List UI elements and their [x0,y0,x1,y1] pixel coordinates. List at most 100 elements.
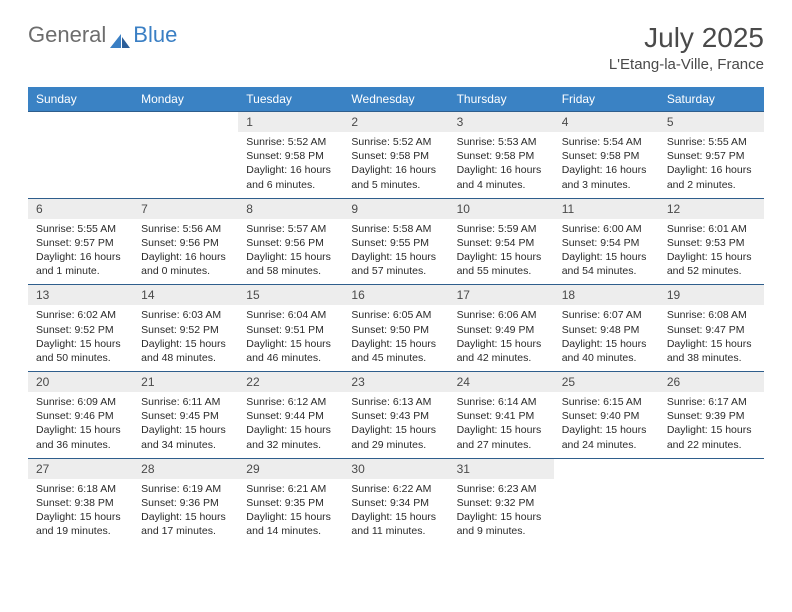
daylight-text: Daylight: 16 hours and 6 minutes. [246,163,335,191]
day-number-cell: 30 [343,458,448,479]
day-number-cell: 1 [238,112,343,133]
daylight-text: Daylight: 16 hours and 0 minutes. [141,250,230,278]
title-block: July 2025 L'Etang-la-Ville, France [609,22,764,73]
day-number-row: 13141516171819 [28,285,764,306]
day-content-cell: Sunrise: 6:14 AMSunset: 9:41 PMDaylight:… [449,392,554,458]
sunset-text: Sunset: 9:35 PM [246,496,335,510]
sunrise-text: Sunrise: 6:19 AM [141,482,230,496]
day-content-row: Sunrise: 6:02 AMSunset: 9:52 PMDaylight:… [28,305,764,371]
day-number-cell: 6 [28,198,133,219]
daylight-text: Daylight: 16 hours and 1 minute. [36,250,125,278]
sunset-text: Sunset: 9:52 PM [36,323,125,337]
weekday-header: Monday [133,87,238,112]
daylight-text: Daylight: 15 hours and 58 minutes. [246,250,335,278]
weekday-header: Wednesday [343,87,448,112]
sunrise-text: Sunrise: 5:54 AM [562,135,651,149]
daylight-text: Daylight: 16 hours and 3 minutes. [562,163,651,191]
day-number-cell: 5 [659,112,764,133]
sunrise-text: Sunrise: 5:52 AM [351,135,440,149]
day-number-row: 20212223242526 [28,372,764,393]
day-content-row: Sunrise: 5:55 AMSunset: 9:57 PMDaylight:… [28,219,764,285]
daylight-text: Daylight: 15 hours and 17 minutes. [141,510,230,538]
day-number-cell: 28 [133,458,238,479]
sunrise-text: Sunrise: 6:17 AM [667,395,756,409]
day-content-cell: Sunrise: 6:15 AMSunset: 9:40 PMDaylight:… [554,392,659,458]
logo: General Blue [28,22,177,48]
sunrise-text: Sunrise: 6:11 AM [141,395,230,409]
day-number-cell: 27 [28,458,133,479]
day-content-cell: Sunrise: 5:59 AMSunset: 9:54 PMDaylight:… [449,219,554,285]
day-number-cell [554,458,659,479]
day-number-cell: 29 [238,458,343,479]
day-content-cell: Sunrise: 6:05 AMSunset: 9:50 PMDaylight:… [343,305,448,371]
day-content-cell: Sunrise: 5:56 AMSunset: 9:56 PMDaylight:… [133,219,238,285]
sunset-text: Sunset: 9:53 PM [667,236,756,250]
sunrise-text: Sunrise: 6:05 AM [351,308,440,322]
day-content-cell: Sunrise: 6:21 AMSunset: 9:35 PMDaylight:… [238,479,343,545]
sunrise-text: Sunrise: 6:02 AM [36,308,125,322]
sunset-text: Sunset: 9:58 PM [562,149,651,163]
logo-text-general: General [28,22,106,48]
daylight-text: Daylight: 16 hours and 2 minutes. [667,163,756,191]
sunset-text: Sunset: 9:46 PM [36,409,125,423]
daylight-text: Daylight: 15 hours and 48 minutes. [141,337,230,365]
sunset-text: Sunset: 9:39 PM [667,409,756,423]
calendar-table: SundayMondayTuesdayWednesdayThursdayFrid… [28,87,764,545]
sunrise-text: Sunrise: 5:52 AM [246,135,335,149]
day-content-cell: Sunrise: 5:55 AMSunset: 9:57 PMDaylight:… [28,219,133,285]
day-content-cell: Sunrise: 5:58 AMSunset: 9:55 PMDaylight:… [343,219,448,285]
day-number-cell: 8 [238,198,343,219]
sunrise-text: Sunrise: 6:22 AM [351,482,440,496]
weekday-header-row: SundayMondayTuesdayWednesdayThursdayFrid… [28,87,764,112]
day-number-cell: 3 [449,112,554,133]
sunset-text: Sunset: 9:45 PM [141,409,230,423]
sunset-text: Sunset: 9:50 PM [351,323,440,337]
daylight-text: Daylight: 15 hours and 9 minutes. [457,510,546,538]
day-content-cell: Sunrise: 6:11 AMSunset: 9:45 PMDaylight:… [133,392,238,458]
sunset-text: Sunset: 9:54 PM [457,236,546,250]
day-number-row: 2728293031 [28,458,764,479]
sunset-text: Sunset: 9:44 PM [246,409,335,423]
sunset-text: Sunset: 9:34 PM [351,496,440,510]
day-number-cell: 15 [238,285,343,306]
day-number-cell: 7 [133,198,238,219]
sunrise-text: Sunrise: 5:57 AM [246,222,335,236]
day-content-cell: Sunrise: 6:02 AMSunset: 9:52 PMDaylight:… [28,305,133,371]
day-number-cell: 20 [28,372,133,393]
day-content-cell: Sunrise: 5:54 AMSunset: 9:58 PMDaylight:… [554,132,659,198]
day-number-cell: 12 [659,198,764,219]
calendar-page: General Blue July 2025 L'Etang-la-Ville,… [0,0,792,567]
sunrise-text: Sunrise: 6:18 AM [36,482,125,496]
day-content-cell [659,479,764,545]
sunrise-text: Sunrise: 6:08 AM [667,308,756,322]
day-number-cell: 22 [238,372,343,393]
day-content-cell: Sunrise: 6:01 AMSunset: 9:53 PMDaylight:… [659,219,764,285]
logo-sail-icon [110,28,130,42]
daylight-text: Daylight: 16 hours and 4 minutes. [457,163,546,191]
daylight-text: Daylight: 15 hours and 38 minutes. [667,337,756,365]
day-content-cell: Sunrise: 5:53 AMSunset: 9:58 PMDaylight:… [449,132,554,198]
day-content-cell: Sunrise: 6:07 AMSunset: 9:48 PMDaylight:… [554,305,659,371]
sunset-text: Sunset: 9:41 PM [457,409,546,423]
day-number-cell: 2 [343,112,448,133]
sunset-text: Sunset: 9:32 PM [457,496,546,510]
sunset-text: Sunset: 9:57 PM [36,236,125,250]
sunset-text: Sunset: 9:52 PM [141,323,230,337]
daylight-text: Daylight: 15 hours and 52 minutes. [667,250,756,278]
sunrise-text: Sunrise: 6:13 AM [351,395,440,409]
day-number-cell: 9 [343,198,448,219]
day-number-cell: 11 [554,198,659,219]
day-number-cell: 19 [659,285,764,306]
sunset-text: Sunset: 9:55 PM [351,236,440,250]
day-content-cell: Sunrise: 5:52 AMSunset: 9:58 PMDaylight:… [238,132,343,198]
day-content-cell [554,479,659,545]
sunset-text: Sunset: 9:56 PM [141,236,230,250]
sunrise-text: Sunrise: 5:56 AM [141,222,230,236]
sunset-text: Sunset: 9:51 PM [246,323,335,337]
month-title: July 2025 [609,22,764,54]
sunrise-text: Sunrise: 6:06 AM [457,308,546,322]
sunset-text: Sunset: 9:43 PM [351,409,440,423]
day-number-cell: 14 [133,285,238,306]
sunset-text: Sunset: 9:56 PM [246,236,335,250]
sunset-text: Sunset: 9:48 PM [562,323,651,337]
